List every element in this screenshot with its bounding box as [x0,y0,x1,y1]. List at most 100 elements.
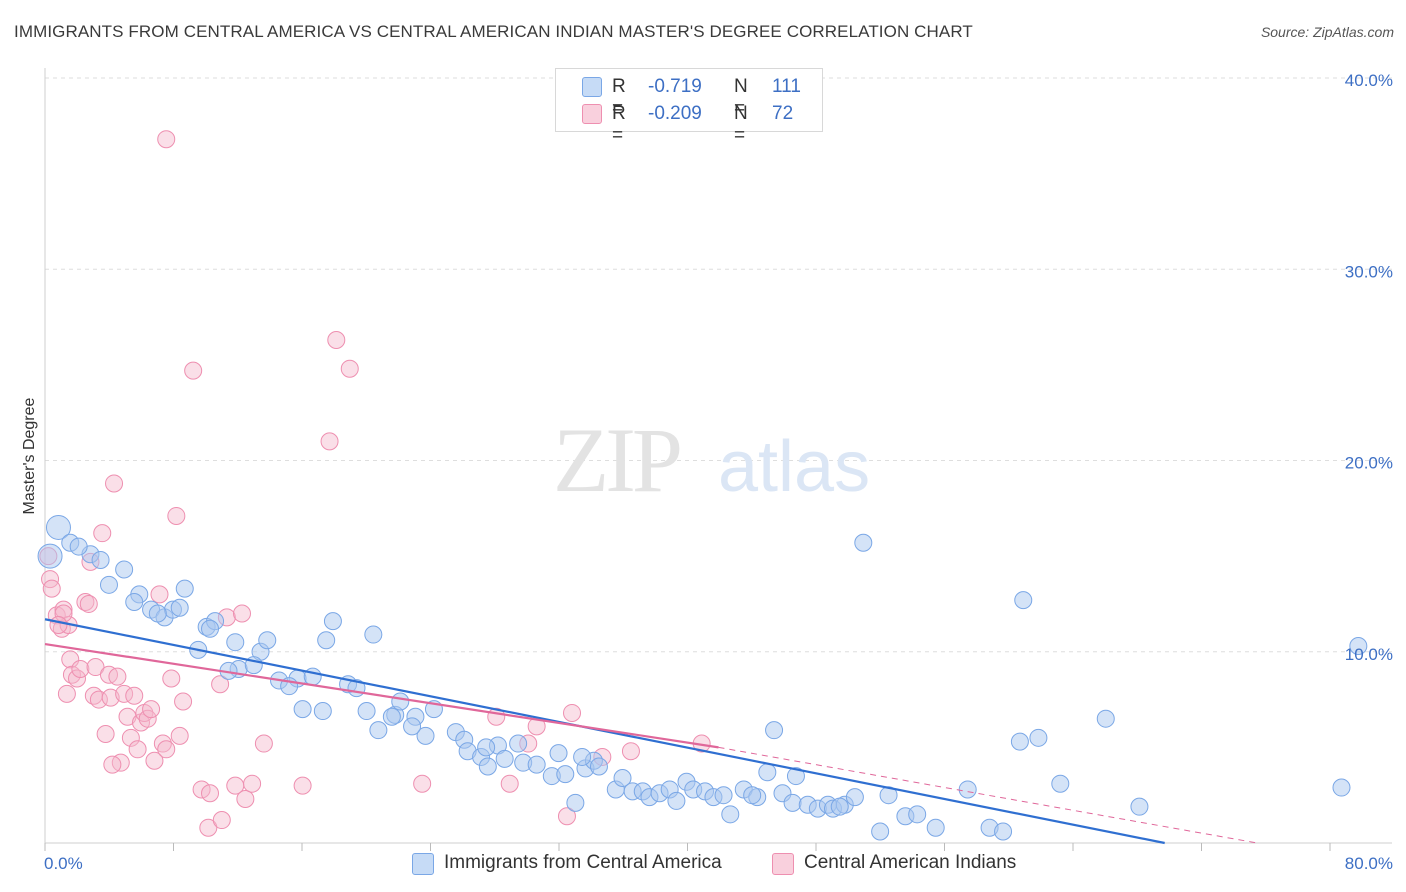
data-point-immigrant [226,633,245,652]
data-point-immigrant [786,767,805,786]
data-point-immigrant [357,702,376,721]
data-point-immigrant [1332,778,1351,797]
data-point-immigrant [743,786,762,805]
data-point-indian [157,740,176,759]
data-point-immigrant [958,780,977,799]
data-point-immigrant [566,793,585,812]
data-point-indian [138,709,157,728]
data-point-indian [340,359,359,378]
data-point-immigrant [403,717,422,736]
legend-r-value: -0.209 [648,103,702,124]
bottom-legend-label: Central American Indians [804,852,1017,873]
data-point-indian [500,774,519,793]
data-point-immigrant [1014,591,1033,610]
data-point-immigrant [765,721,784,740]
data-point-indian [105,474,124,493]
data-point-immigrant [37,543,63,569]
bottom-legend-label: Immigrants from Central America [444,852,722,873]
data-point-immigrant [509,734,528,753]
y-axis-label: Master's Degree [21,397,38,514]
legend-r-value: -0.719 [648,76,702,97]
watermark-zip: ZIP [553,409,680,511]
data-point-indian [174,692,193,711]
data-point-immigrant [721,805,740,824]
series-immigrants-central-america [37,514,1368,841]
data-point-immigrant [908,805,927,824]
data-point-immigrant [845,788,864,807]
data-point-indian [96,724,115,743]
data-point-indian [93,524,112,543]
data-point-indian [243,774,262,793]
data-point-immigrant [416,726,435,745]
data-point-immigrant [175,579,194,598]
y-tick-label: 30.0% [1345,262,1393,281]
data-point-indian [320,432,339,451]
data-point-indian [42,579,61,598]
tick-labels: 10.0% 20.0% 30.0% 40.0% 0.0% 80.0% [44,71,1393,873]
data-point-immigrant [382,707,401,726]
legend-swatch-blue [582,77,602,97]
data-point-immigrant [125,593,144,612]
legend-n-label: N = [734,76,748,119]
legend-n-value: 111 [772,76,801,97]
y-tick-label: 40.0% [1345,71,1393,90]
data-point-indian [61,650,80,669]
data-point-indian [153,734,172,753]
data-point-indian [621,742,640,761]
data-point-immigrant [495,749,514,768]
legend-swatch-pink [582,104,602,124]
data-point-indian [118,707,137,726]
data-point-immigrant [556,765,575,784]
source-label: Source: ZipAtlas.com [1260,24,1394,40]
data-point-immigrant [573,747,592,766]
legend-n-label: N = [734,103,748,146]
data-point-indian [413,774,432,793]
data-point-immigrant [1051,774,1070,793]
data-point-indian [142,700,161,719]
data-point-indian [101,688,120,707]
data-point-immigrant [478,757,497,776]
data-point-immigrant [783,793,802,812]
bottom-legend-swatch-pink [772,853,794,875]
y-tick-label: 10.0% [1345,645,1393,664]
data-point-indian [327,331,346,350]
trend-line-indians-extension [718,746,1258,844]
trend-lines [44,618,1258,845]
data-point-indian [236,790,255,809]
data-point-indian [170,726,189,745]
data-point-indian [86,658,105,677]
data-point-indian [211,675,230,694]
data-point-immigrant [99,575,118,594]
data-point-indian [184,361,203,380]
data-point-immigrant [317,631,336,650]
data-point-indian [201,784,220,803]
data-point-indian [192,780,211,799]
data-point-immigrant [879,786,898,805]
data-point-indian [76,593,95,612]
data-point-indian [162,669,181,688]
data-point-immigrant [1096,709,1115,728]
data-point-immigrant [1130,797,1149,816]
data-point-indian [199,818,218,837]
data-point-immigrant [1010,732,1029,751]
data-point-indian [67,669,86,688]
data-point-indian [212,811,231,830]
data-point-immigrant [871,822,890,841]
legend-r-label: R = [612,103,626,146]
data-point-immigrant [148,604,167,623]
data-point-indian [563,703,582,722]
x-tick-label: 80.0% [1345,854,1393,873]
data-point-immigrant [364,625,383,644]
data-point-immigrant [45,514,71,540]
data-point-immigrant [1349,637,1368,656]
watermark-atlas: atlas [718,427,870,507]
data-point-indian [128,740,147,759]
data-point-immigrant [549,744,568,763]
data-point-immigrant [293,700,312,719]
data-point-immigrant [477,738,496,757]
data-point-indian [125,686,144,705]
data-point-immigrant [758,763,777,782]
data-point-immigrant [115,560,134,579]
data-point-immigrant [323,612,342,631]
